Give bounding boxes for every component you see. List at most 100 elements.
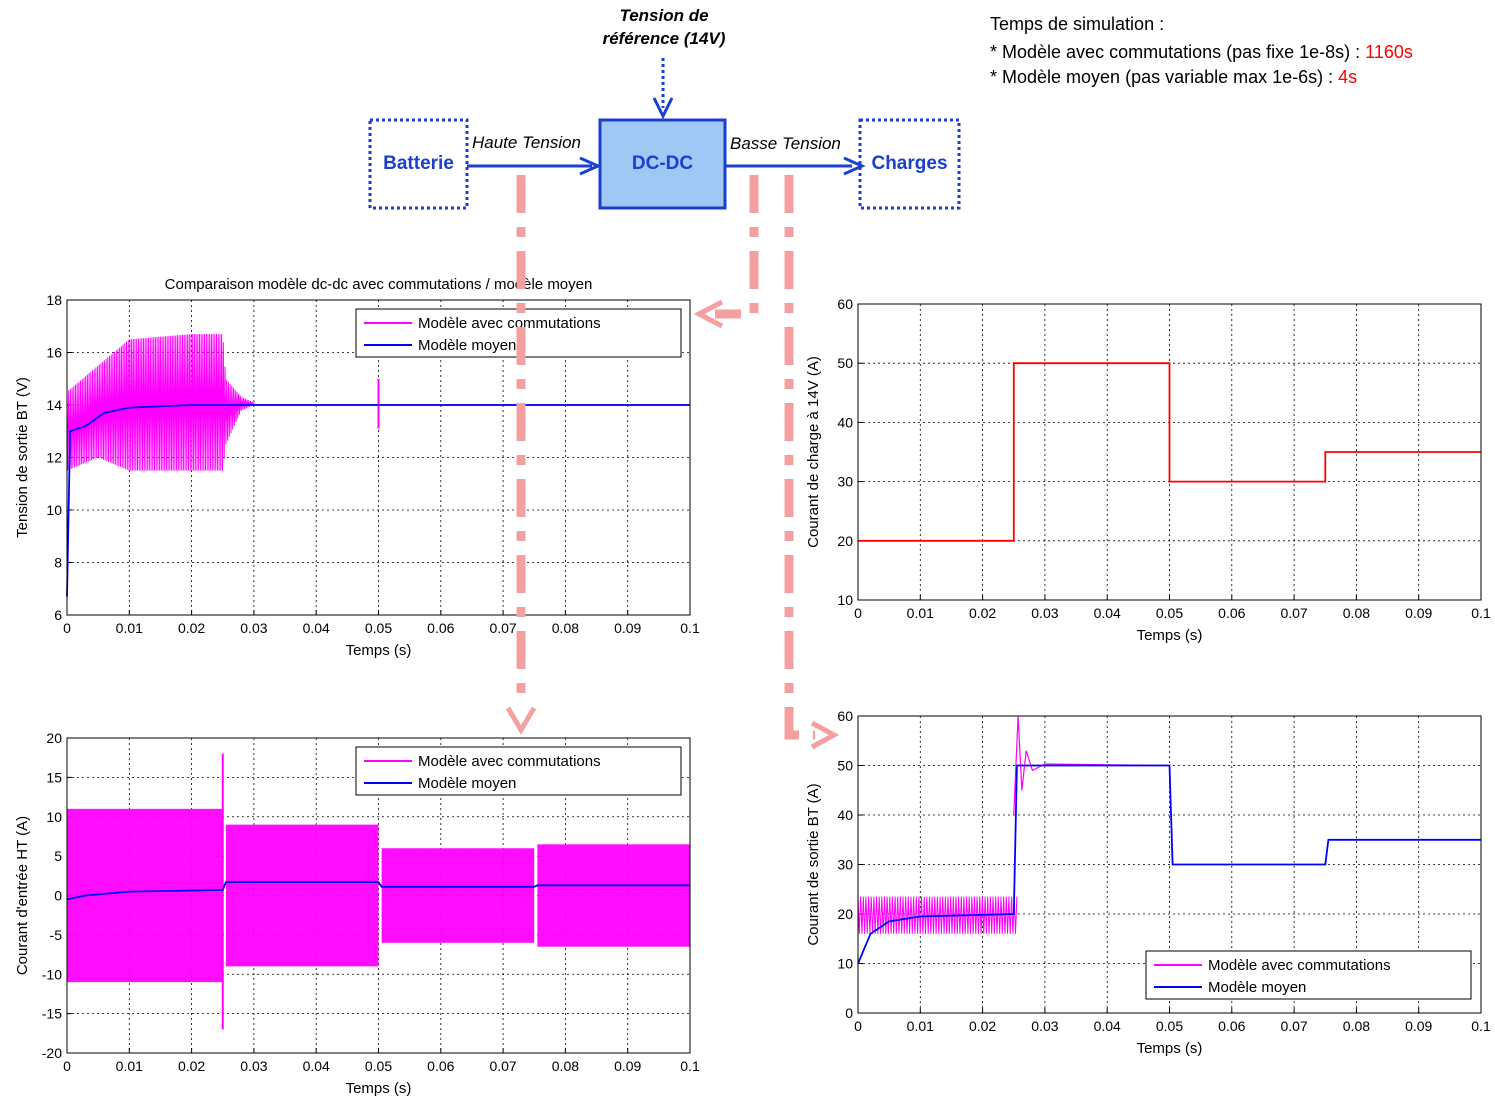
series-0 [67, 753, 690, 1030]
series-line [858, 362, 1481, 542]
y-tick-label: -5 [50, 927, 63, 943]
series-line [857, 764, 1481, 964]
series-0 [858, 362, 1481, 542]
y-tick-label: 15 [46, 769, 62, 785]
low-voltage-label: Basse Tension [730, 134, 841, 153]
x-tick-label: 0.01 [907, 1018, 934, 1034]
y-tick-label: -10 [42, 966, 62, 982]
y-tick-label: 0 [845, 1005, 853, 1021]
x-tick-label: 0.04 [1094, 605, 1121, 621]
y-tick-label: 10 [46, 502, 62, 518]
battery-block: Batterie [383, 153, 454, 174]
average-time-value: 4s [1338, 67, 1358, 87]
x-tick-label: 0.02 [969, 605, 996, 621]
hv-arrow-head [505, 706, 537, 735]
y-axis-label: Courant de charge à 14V (A) [805, 356, 822, 548]
switching-ripple [857, 896, 1018, 934]
x-axis-label: Temps (s) [346, 642, 412, 659]
series-1 [66, 881, 690, 901]
y-tick-label: 20 [46, 730, 62, 746]
y-tick-label: 8 [54, 555, 62, 571]
simulation-line-average: * Modèle moyen (pas variable max 1e-6s) … [990, 67, 1358, 87]
y-tick-label: 12 [46, 450, 62, 466]
simulation-line-switching: * Modèle avec commutations (pas fixe 1e-… [990, 42, 1413, 62]
x-tick-label: 0.03 [240, 1058, 267, 1074]
x-tick-label: 0.05 [1156, 605, 1183, 621]
block-diagram [368, 58, 961, 210]
reference-label-line1: Tension de [619, 6, 709, 25]
chart-iout: 0 0.01 0.02 0.03 0.04 0.05 0.06 0.07 0.08 0.09 0.1… [805, 708, 1491, 1057]
x-tick-label: 0.1 [680, 1058, 700, 1074]
y-tick-label: -20 [42, 1045, 62, 1061]
x-tick-label: 0.08 [552, 1058, 579, 1074]
legend-entry: Modèle avec commutations [1208, 957, 1391, 974]
x-tick-label: 0.01 [116, 620, 143, 636]
x-tick-label: 0 [63, 1058, 71, 1074]
x-tick-label: 0.08 [552, 620, 579, 636]
y-tick-label: 60 [837, 708, 853, 724]
y-tick-label: 40 [837, 807, 853, 823]
y-tick-label: 16 [46, 345, 62, 361]
x-tick-label: 0.01 [116, 1058, 143, 1074]
x-tick-label: 0.07 [1280, 605, 1307, 621]
chart-iin: 0 0.01 0.02 0.03 0.04 0.05 0.06 0.07 0.08 0.09 0.1… [14, 730, 700, 1096]
y-axis-label: Tension de sortie BT (V) [14, 377, 31, 538]
high-voltage-label: Haute Tension [472, 133, 582, 152]
legend-entry: Modèle avec commutations [418, 753, 601, 770]
simulation-time-title: Temps de simulation : [990, 14, 1165, 34]
chart-title: Comparaison modèle dc-dc avec commutatio… [165, 276, 593, 293]
x-tick-label: 0.09 [614, 1058, 641, 1074]
y-tick-label: 20 [837, 533, 853, 549]
x-tick-label: 0.09 [1405, 1018, 1432, 1034]
series-line [66, 404, 690, 597]
y-tick-label: 5 [54, 848, 62, 864]
y-tick-label: 14 [46, 397, 62, 413]
series-1 [857, 764, 1481, 964]
y-tick-label: 6 [54, 607, 62, 623]
x-tick-label: 0.03 [240, 620, 267, 636]
lv-current-arrow [784, 175, 815, 740]
chart-vout: 0 0.01 0.02 0.03 0.04 0.05 0.06 0.07 0.08 0.09 0.1… [14, 276, 700, 659]
x-tick-label: 0.08 [1343, 605, 1370, 621]
x-axis-label: Temps (s) [1137, 1040, 1203, 1057]
x-tick-label: 0.1 [680, 620, 700, 636]
x-axis-label: Temps (s) [1137, 627, 1203, 644]
y-tick-label: 10 [46, 809, 62, 825]
legend-box [355, 746, 682, 796]
x-tick-label: 0.01 [907, 605, 934, 621]
x-tick-label: 0 [854, 1018, 862, 1034]
reference-label-line2: référence (14V) [602, 29, 726, 48]
x-tick-label: 0.04 [1094, 1018, 1121, 1034]
x-tick-label: 0.04 [303, 620, 330, 636]
hv-arrow-head [579, 156, 602, 176]
x-tick-label: 0.07 [489, 1058, 516, 1074]
x-tick-label: 0.05 [1156, 1018, 1183, 1034]
measurement-arrows [505, 175, 840, 750]
switching-band [537, 844, 690, 947]
x-tick-label: 0.07 [1280, 1018, 1307, 1034]
lv-arrow-head [843, 156, 866, 176]
x-tick-label: 0 [63, 620, 71, 636]
x-tick-label: 0.02 [178, 620, 205, 636]
dc-dc-block: DC-DC [631, 153, 694, 174]
lv-current-arrow-head [810, 720, 840, 750]
reference-arrow-head [652, 97, 674, 120]
switching-time-value: 1160s [1365, 42, 1413, 62]
x-tick-label: 0.03 [1031, 1018, 1058, 1034]
switching-band [381, 848, 535, 943]
legend-entry: Modèle moyen [418, 337, 516, 354]
series-1 [66, 404, 690, 597]
y-axis-label: Courant d'entrée HT (A) [14, 816, 31, 975]
x-tick-label: 0.02 [969, 1018, 996, 1034]
y-tick-label: 30 [837, 474, 853, 490]
y-tick-label: 10 [837, 956, 853, 972]
lv-voltage-arrow [715, 175, 759, 319]
y-tick-label: 30 [837, 857, 853, 873]
x-tick-label: 0.06 [1218, 605, 1245, 621]
x-tick-label: 0.06 [427, 620, 454, 636]
x-tick-label: 0.07 [489, 620, 516, 636]
chart-iload: 0 0.01 0.02 0.03 0.04 0.05 0.06 0.07 0.08 0.09 0.1… [805, 296, 1491, 644]
series-line [66, 881, 690, 901]
y-tick-label: 10 [837, 592, 853, 608]
